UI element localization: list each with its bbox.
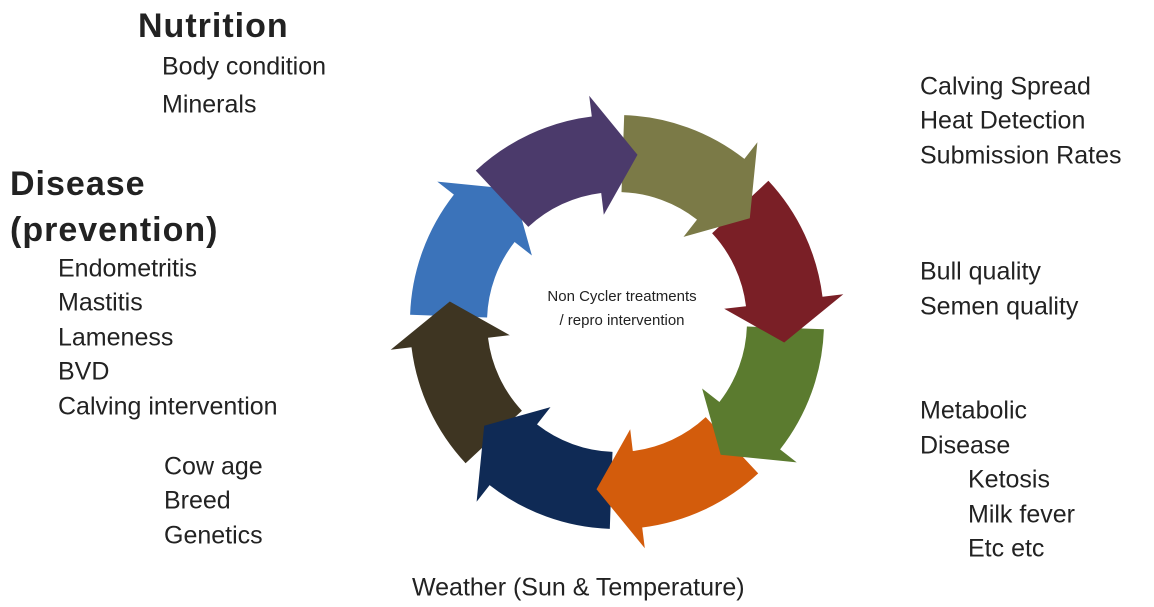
cycle-arrow: [596, 417, 759, 549]
item: Mastitis: [58, 289, 143, 317]
item: BVD: [58, 358, 109, 386]
item: Disease: [920, 432, 1010, 460]
heading: (prevention): [10, 211, 218, 249]
bottom-label: Weather (Sun & Temperature): [412, 574, 745, 602]
item: Body condition: [162, 53, 326, 81]
sub-item: Milk fever: [968, 501, 1075, 529]
center-text: / repro intervention: [559, 312, 684, 329]
sub-item: Etc etc: [968, 535, 1044, 563]
item: Metabolic: [920, 397, 1027, 425]
item: Submission Rates: [920, 142, 1121, 170]
item: Genetics: [164, 522, 263, 550]
cycle-arrow: [476, 407, 613, 529]
cycle-arrow: [702, 326, 824, 463]
cycle-arrow: [712, 180, 844, 343]
item: Breed: [164, 487, 231, 515]
item: Lameness: [58, 324, 173, 352]
item: Heat Detection: [920, 107, 1085, 135]
heading: Disease: [10, 165, 146, 203]
item: Semen quality: [920, 293, 1079, 321]
sub-item: Ketosis: [968, 466, 1050, 494]
cycle-arrow: [475, 95, 638, 227]
item: Cow age: [164, 453, 263, 481]
item: Minerals: [162, 91, 256, 119]
item: Calving intervention: [58, 393, 278, 421]
item: Endometritis: [58, 255, 197, 283]
cycle-arrow: [390, 301, 522, 464]
heading: Nutrition: [138, 7, 289, 45]
cycle-arrow: [410, 181, 532, 318]
cycle-arrow: [621, 115, 758, 237]
cycle-arrows: [390, 95, 844, 549]
center-text: Non Cycler treatments: [547, 288, 696, 305]
item: Calving Spread: [920, 73, 1091, 101]
item: Bull quality: [920, 258, 1041, 286]
